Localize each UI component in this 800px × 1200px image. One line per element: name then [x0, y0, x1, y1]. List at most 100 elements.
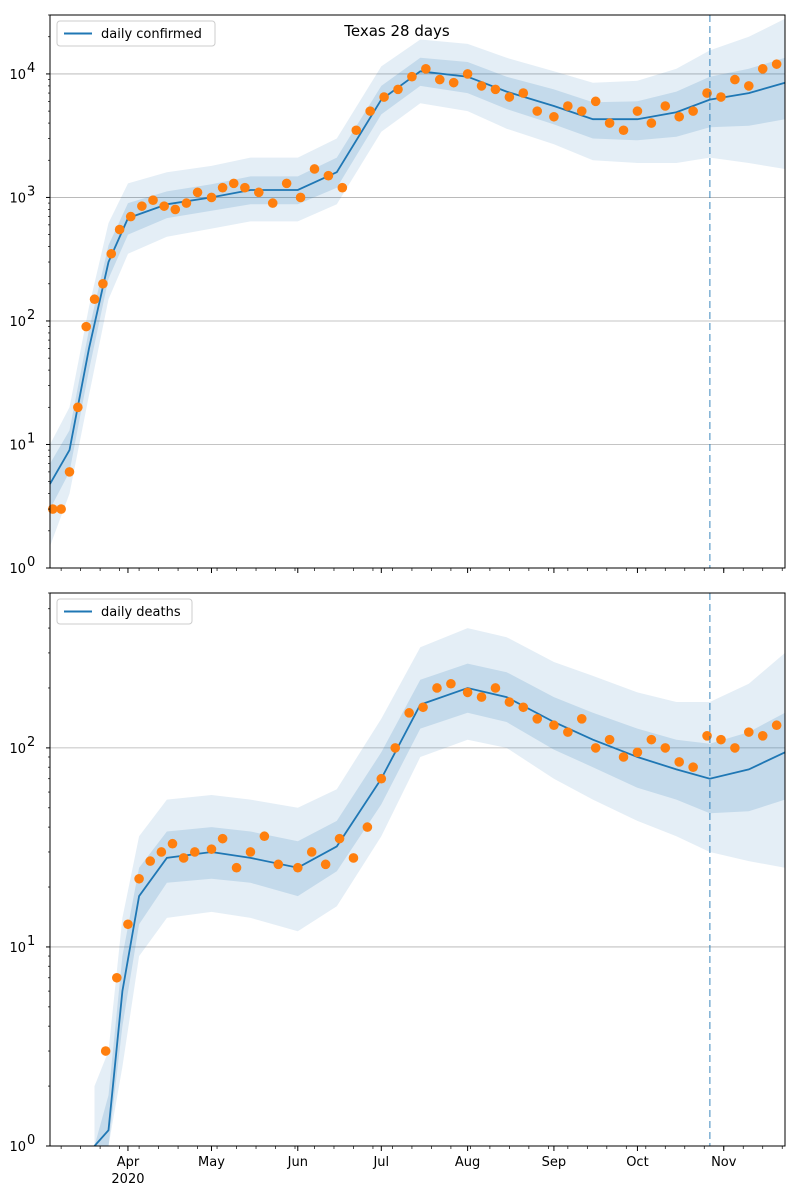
data-point: [100, 1046, 111, 1056]
data-point: [206, 192, 217, 203]
data-point: [351, 125, 362, 136]
data-point: [114, 224, 125, 235]
data-point: [192, 187, 203, 198]
data-point: [757, 64, 768, 74]
data-point: [295, 192, 306, 203]
y-tick-label: 10: [9, 315, 26, 330]
x-tick-label: Nov: [711, 1155, 737, 1170]
data-point: [448, 77, 459, 88]
data-point: [365, 106, 375, 116]
data-point: [618, 752, 629, 762]
data-point: [134, 873, 144, 884]
data-point: [446, 678, 456, 689]
data-point: [462, 69, 473, 79]
data-point: [660, 743, 671, 753]
data-point: [159, 201, 169, 211]
data-point: [98, 278, 108, 289]
data-point: [362, 822, 373, 832]
data-point: [604, 734, 615, 745]
data-point: [563, 101, 573, 111]
data-point: [393, 84, 403, 95]
data-point: [549, 720, 559, 731]
data-point: [490, 683, 501, 693]
data-point: [240, 182, 250, 193]
outer-band: [50, 18, 785, 547]
x-tick-label: Jun: [287, 1155, 308, 1170]
data-point: [504, 92, 515, 102]
x-tick-label: Oct: [626, 1155, 648, 1170]
x-tick-label: May: [198, 1155, 225, 1170]
y-tick-exponent: 2: [27, 735, 35, 750]
data-point: [320, 859, 331, 870]
data-point: [81, 321, 91, 332]
data-point: [379, 92, 389, 102]
chart-title: Texas 28 days: [343, 22, 450, 40]
confirmed-legend-label: daily confirmed: [101, 27, 202, 42]
deaths-x-axis: [60, 1146, 783, 1151]
data-point: [245, 847, 256, 857]
y-tick-exponent: 4: [27, 61, 35, 76]
y-tick-label: 10: [9, 742, 26, 757]
data-point: [189, 847, 200, 857]
data-point: [259, 831, 270, 842]
data-point: [434, 74, 445, 85]
deaths-plot-frame: [49, 592, 786, 1147]
data-point: [145, 856, 156, 866]
data-point: [518, 88, 529, 98]
inner-band: [50, 57, 785, 510]
data-point: [771, 59, 782, 69]
data-point: [178, 853, 189, 863]
data-point: [337, 182, 348, 193]
data-point: [231, 862, 242, 873]
data-point: [646, 118, 657, 128]
data-point: [563, 727, 573, 737]
data-point: [674, 757, 685, 767]
data-point: [376, 773, 387, 784]
data-point: [490, 84, 501, 95]
data-point: [618, 125, 629, 136]
data-point: [716, 734, 726, 745]
data-point: [125, 211, 136, 222]
data-point: [604, 118, 615, 128]
data-point: [73, 402, 83, 413]
deaths-legend: daily deaths: [56, 598, 193, 625]
data-point: [744, 81, 754, 91]
data-point: [590, 96, 601, 107]
data-point: [576, 714, 587, 724]
data-point: [206, 844, 217, 854]
data-point: [674, 111, 685, 122]
data-point: [323, 170, 334, 181]
deaths-observed-points: [100, 678, 782, 1056]
data-point: [390, 743, 401, 753]
y-tick-label: 10: [9, 191, 26, 206]
data-point: [716, 92, 726, 102]
data-point: [549, 111, 559, 122]
y-tick-label: 10: [9, 438, 26, 453]
y-tick-label: 10: [9, 941, 26, 956]
data-point: [688, 762, 698, 772]
data-point: [421, 64, 431, 74]
data-point: [771, 720, 782, 731]
data-point: [89, 294, 100, 305]
data-point: [504, 697, 515, 707]
confirmed-plot-frame: [49, 14, 786, 569]
data-point: [281, 178, 292, 189]
deaths-median-line: [93, 687, 786, 1147]
data-point: [632, 106, 643, 116]
data-point: [64, 467, 75, 477]
data-point: [730, 74, 740, 85]
data-point: [137, 201, 147, 211]
x-year-label: 2020: [111, 1172, 144, 1187]
data-point: [156, 847, 167, 857]
data-point: [404, 708, 414, 718]
data-point: [660, 101, 671, 111]
y-tick-exponent: 0: [27, 1133, 35, 1148]
x-tick-label: Jul: [372, 1155, 389, 1170]
data-point: [170, 204, 181, 215]
data-point: [254, 187, 264, 198]
confirmed-x-axis: [60, 568, 783, 573]
median-series-line: [93, 687, 786, 1147]
